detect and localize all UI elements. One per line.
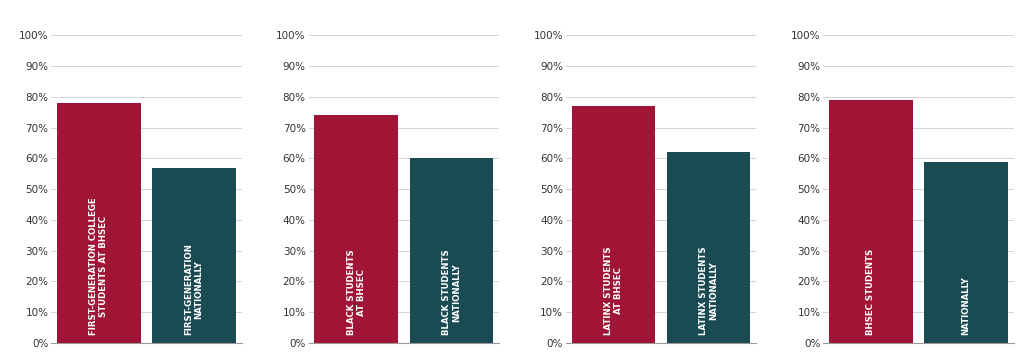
Text: FIRST-GENERATION
NATIONALLY: FIRST-GENERATION NATIONALLY — [184, 243, 204, 335]
Bar — [829, 100, 912, 343]
Bar — [57, 103, 140, 343]
Text: BLACK STUDENTS
NATIONALLY: BLACK STUDENTS NATIONALLY — [442, 249, 461, 335]
Bar — [925, 161, 1008, 343]
Text: NATIONALLY: NATIONALLY — [962, 277, 971, 335]
Text: FIRST-GENERATION COLLEGE
STUDENTS AT BHSEC: FIRST-GENERATION COLLEGE STUDENTS AT BHS… — [89, 197, 109, 335]
Bar — [314, 116, 398, 343]
Text: BLACK STUDENTS
AT BHSEC: BLACK STUDENTS AT BHSEC — [347, 249, 366, 335]
Bar — [410, 158, 494, 343]
Bar — [667, 152, 751, 343]
Bar — [153, 168, 236, 343]
Text: BHSEC STUDENTS: BHSEC STUDENTS — [866, 249, 876, 335]
Text: LATINX STUDENTS
NATIONALLY: LATINX STUDENTS NATIONALLY — [699, 247, 718, 335]
Bar — [571, 106, 655, 343]
Text: LATINX STUDENTS
AT BHSEC: LATINX STUDENTS AT BHSEC — [604, 247, 623, 335]
